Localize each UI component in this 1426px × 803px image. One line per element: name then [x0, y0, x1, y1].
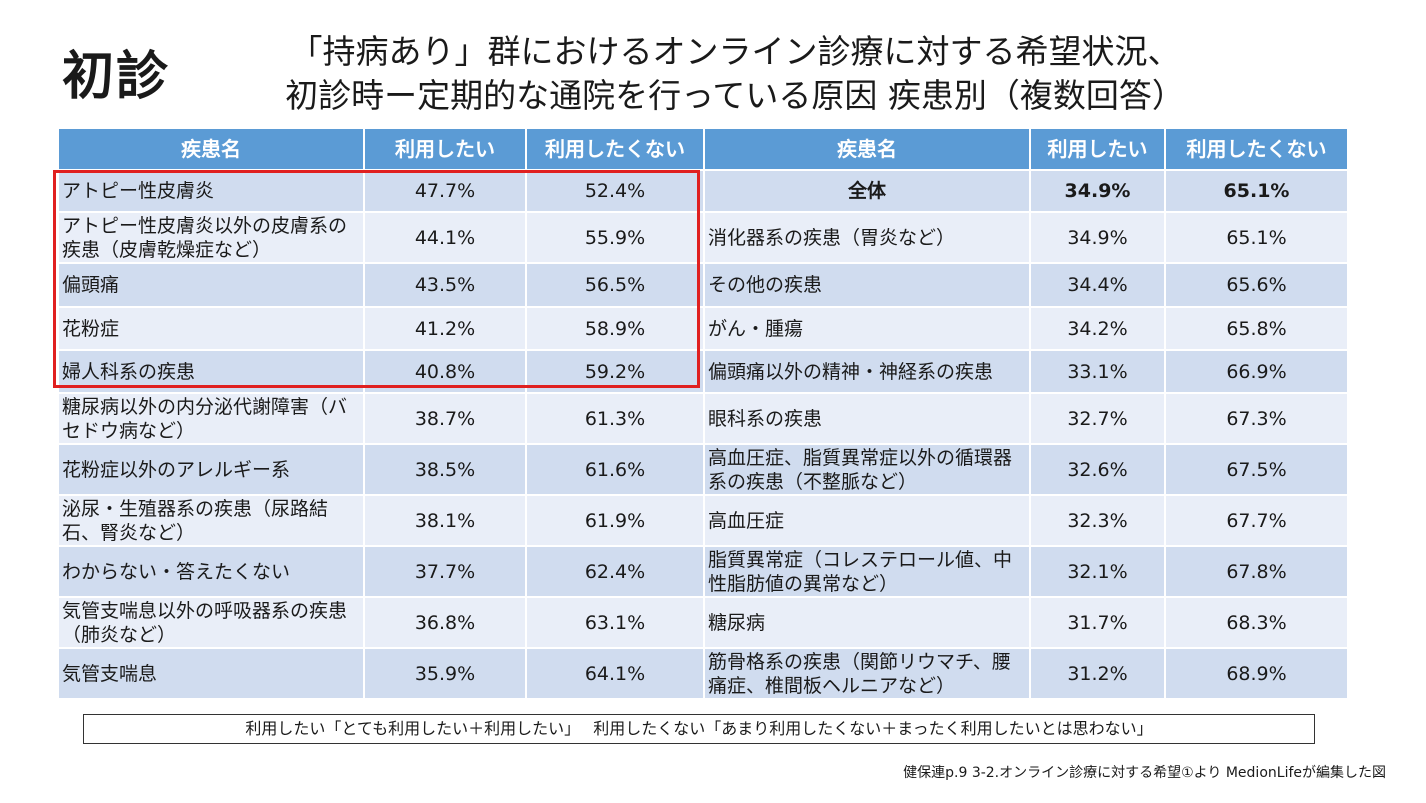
- disease-name: 偏頭痛以外の精神・神経系の疾患: [703, 349, 1031, 394]
- not-want-value: 58.9%: [525, 306, 705, 351]
- not-want-value: 65.1%: [1164, 169, 1349, 213]
- want-value: 34.4%: [1029, 262, 1166, 308]
- table-row: 泌尿・生殖器系の疾患（尿路結石、腎炎など） 38.1% 61.9% 高血圧症 3…: [57, 494, 1349, 547]
- not-want-value: 65.1%: [1164, 211, 1349, 264]
- not-want-value: 68.3%: [1164, 596, 1349, 649]
- disease-name: 高血圧症、脂質異常症以外の循環器系の疾患（不整脈など）: [703, 443, 1031, 496]
- disease-name: 婦人科系の疾患: [57, 349, 365, 394]
- title-line-1: 「持病あり」群におけるオンライン診療に対する希望状況、: [289, 32, 1181, 71]
- table-row: 偏頭痛 43.5% 56.5% その他の疾患 34.4% 65.6%: [57, 262, 1349, 308]
- header-disease-right: 疾患名: [703, 127, 1031, 171]
- not-want-value: 67.5%: [1164, 443, 1349, 496]
- disease-name: 花粉症以外のアレルギー系: [57, 443, 365, 496]
- disease-name: 花粉症: [57, 306, 365, 351]
- disease-name: 筋骨格系の疾患（関節リウマチ、腰痛症、椎間板ヘルニアなど）: [703, 647, 1031, 700]
- not-want-value: 55.9%: [525, 211, 705, 264]
- want-value: 41.2%: [363, 306, 527, 351]
- not-want-value: 63.1%: [525, 596, 705, 649]
- table-row: わからない・答えたくない 37.7% 62.4% 脂質異常症（コレステロール値、…: [57, 545, 1349, 598]
- not-want-value: 61.9%: [525, 494, 705, 547]
- not-want-value: 68.9%: [1164, 647, 1349, 700]
- disease-name: 気管支喘息以外の呼吸器系の疾患（肺炎など）: [57, 596, 365, 649]
- want-value: 34.2%: [1029, 306, 1166, 351]
- disease-name: 糖尿病: [703, 596, 1031, 649]
- table-row: 気管支喘息 35.9% 64.1% 筋骨格系の疾患（関節リウマチ、腰痛症、椎間板…: [57, 647, 1349, 700]
- not-want-value: 66.9%: [1164, 349, 1349, 394]
- want-value: 35.9%: [363, 647, 527, 700]
- disease-name: その他の疾患: [703, 262, 1031, 308]
- want-value: 32.3%: [1029, 494, 1166, 547]
- want-value: 38.5%: [363, 443, 527, 496]
- disease-name: アトピー性皮膚炎以外の皮膚系の 疾患（皮膚乾燥症など）: [57, 211, 365, 264]
- title-line-2: 初診時ー定期的な通院を行っている原因 疾患別（複数回答）: [285, 76, 1185, 115]
- slide-label: 初診: [62, 47, 171, 107]
- disease-name: アトピー性皮膚炎: [57, 169, 365, 213]
- header-not-want-right: 利用したくない: [1164, 127, 1349, 171]
- want-value: 40.8%: [363, 349, 527, 394]
- want-value: 38.1%: [363, 494, 527, 547]
- disease-name: 眼科系の疾患: [703, 392, 1031, 445]
- not-want-value: 52.4%: [525, 169, 705, 213]
- table-header-row: 疾患名 利用したい 利用したくない 疾患名 利用したい 利用したくない: [57, 127, 1349, 171]
- disease-name: 泌尿・生殖器系の疾患（尿路結石、腎炎など）: [57, 494, 365, 547]
- header-want-left: 利用したい: [363, 127, 527, 171]
- page-title: 「持病あり」群におけるオンライン診療に対する希望状況、 初診時ー定期的な通院を行…: [230, 30, 1240, 118]
- disease-name: 偏頭痛: [57, 262, 365, 308]
- not-want-value: 65.6%: [1164, 262, 1349, 308]
- disease-name: わからない・答えたくない: [57, 545, 365, 598]
- want-value: 43.5%: [363, 262, 527, 308]
- table-row: アトピー性皮膚炎以外の皮膚系の 疾患（皮膚乾燥症など） 44.1% 55.9% …: [57, 211, 1349, 264]
- source-note: 健保連p.9 3-2.オンライン診療に対する希望①より MedionLifeが編…: [903, 765, 1386, 781]
- disease-table: 疾患名 利用したい 利用したくない 疾患名 利用したい 利用したくない アトピー…: [57, 127, 1349, 700]
- not-want-value: 59.2%: [525, 349, 705, 394]
- table-row: 糖尿病以外の内分泌代謝障害（バセドウ病など） 38.7% 61.3% 眼科系の疾…: [57, 392, 1349, 445]
- want-value: 44.1%: [363, 211, 527, 264]
- not-want-value: 67.8%: [1164, 545, 1349, 598]
- legend-box: 利用したい「とても利用したい＋利用したい」 利用したくない「あまり利用したくない…: [83, 714, 1315, 744]
- not-want-value: 56.5%: [525, 262, 705, 308]
- header-want-right: 利用したい: [1029, 127, 1166, 171]
- table-row: 花粉症 41.2% 58.9% がん・腫瘍 34.2% 65.8%: [57, 306, 1349, 351]
- disease-name: 消化器系の疾患（胃炎など）: [703, 211, 1031, 264]
- want-value: 37.7%: [363, 545, 527, 598]
- want-value: 36.8%: [363, 596, 527, 649]
- disease-name: 高血圧症: [703, 494, 1031, 547]
- want-value: 31.7%: [1029, 596, 1166, 649]
- want-value: 32.7%: [1029, 392, 1166, 445]
- want-value: 34.9%: [1029, 211, 1166, 264]
- not-want-value: 67.7%: [1164, 494, 1349, 547]
- disease-name: 全体: [703, 169, 1031, 213]
- want-value: 31.2%: [1029, 647, 1166, 700]
- header-not-want-left: 利用したくない: [525, 127, 705, 171]
- disease-name: 脂質異常症（コレステロール値、中性脂肪値の異常など）: [703, 545, 1031, 598]
- disease-name: 気管支喘息: [57, 647, 365, 700]
- want-value: 33.1%: [1029, 349, 1166, 394]
- want-value: 32.6%: [1029, 443, 1166, 496]
- want-value: 47.7%: [363, 169, 527, 213]
- header-disease-left: 疾患名: [57, 127, 365, 171]
- disease-name: がん・腫瘍: [703, 306, 1031, 351]
- table-row: アトピー性皮膚炎 47.7% 52.4% 全体 34.9% 65.1%: [57, 169, 1349, 213]
- want-value: 34.9%: [1029, 169, 1166, 213]
- not-want-value: 65.8%: [1164, 306, 1349, 351]
- disease-name: 糖尿病以外の内分泌代謝障害（バセドウ病など）: [57, 392, 365, 445]
- not-want-value: 62.4%: [525, 545, 705, 598]
- not-want-value: 61.6%: [525, 443, 705, 496]
- not-want-value: 61.3%: [525, 392, 705, 445]
- not-want-value: 64.1%: [525, 647, 705, 700]
- table-row: 花粉症以外のアレルギー系 38.5% 61.6% 高血圧症、脂質異常症以外の循環…: [57, 443, 1349, 496]
- table-row: 婦人科系の疾患 40.8% 59.2% 偏頭痛以外の精神・神経系の疾患 33.1…: [57, 349, 1349, 394]
- not-want-value: 67.3%: [1164, 392, 1349, 445]
- table-row: 気管支喘息以外の呼吸器系の疾患（肺炎など） 36.8% 63.1% 糖尿病 31…: [57, 596, 1349, 649]
- want-value: 38.7%: [363, 392, 527, 445]
- want-value: 32.1%: [1029, 545, 1166, 598]
